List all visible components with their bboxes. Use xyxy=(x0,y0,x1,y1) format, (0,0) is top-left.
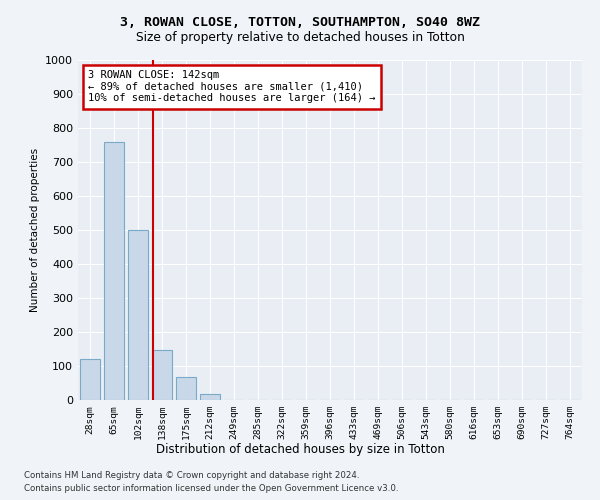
Y-axis label: Number of detached properties: Number of detached properties xyxy=(29,148,40,312)
Text: Size of property relative to detached houses in Totton: Size of property relative to detached ho… xyxy=(136,31,464,44)
Text: Distribution of detached houses by size in Totton: Distribution of detached houses by size … xyxy=(155,442,445,456)
Bar xyxy=(176,377,196,400)
Bar xyxy=(80,359,100,400)
Bar xyxy=(128,230,148,400)
Text: 3, ROWAN CLOSE, TOTTON, SOUTHAMPTON, SO40 8WZ: 3, ROWAN CLOSE, TOTTON, SOUTHAMPTON, SO4… xyxy=(120,16,480,29)
Bar xyxy=(104,142,124,400)
Text: Contains public sector information licensed under the Open Government Licence v3: Contains public sector information licen… xyxy=(24,484,398,493)
Text: Contains HM Land Registry data © Crown copyright and database right 2024.: Contains HM Land Registry data © Crown c… xyxy=(24,471,359,480)
Bar xyxy=(152,350,172,400)
Bar xyxy=(200,394,220,400)
Text: 3 ROWAN CLOSE: 142sqm
← 89% of detached houses are smaller (1,410)
10% of semi-d: 3 ROWAN CLOSE: 142sqm ← 89% of detached … xyxy=(88,70,376,103)
